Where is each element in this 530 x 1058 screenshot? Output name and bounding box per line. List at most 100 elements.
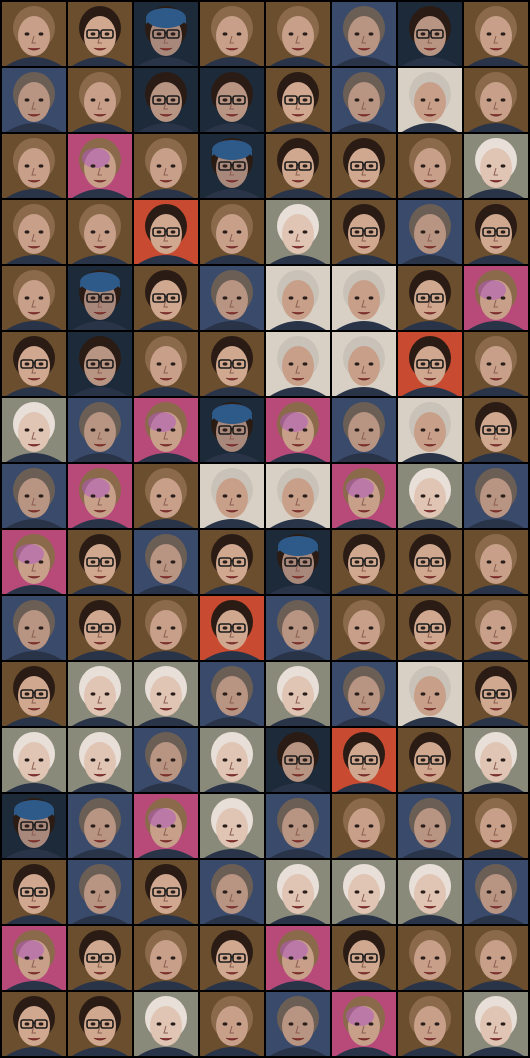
face-image (266, 662, 330, 726)
face-sample-tile (68, 662, 132, 726)
face-sample-tile (332, 860, 396, 924)
face-image (266, 926, 330, 990)
face-sample-tile (68, 2, 132, 66)
face-image (2, 662, 66, 726)
face-sample-tile (2, 200, 66, 264)
face-sample-tile (332, 794, 396, 858)
face-image (398, 530, 462, 594)
face-sample-tile (266, 134, 330, 198)
face-image (398, 596, 462, 660)
face-sample-tile (398, 860, 462, 924)
face-sample-tile (266, 266, 330, 330)
face-image (464, 530, 528, 594)
face-sample-tile (2, 860, 66, 924)
face-image (134, 662, 198, 726)
face-sample-tile (398, 68, 462, 132)
face-image (2, 596, 66, 660)
face-sample-tile (332, 992, 396, 1056)
face-image (464, 596, 528, 660)
face-sample-tile (332, 464, 396, 528)
face-sample-tile (266, 464, 330, 528)
face-image (200, 860, 264, 924)
face-sample-tile (464, 200, 528, 264)
face-sample-tile (134, 794, 198, 858)
face-sample-tile (134, 596, 198, 660)
face-image (2, 266, 66, 330)
face-sample-tile (398, 266, 462, 330)
face-sample-tile (464, 68, 528, 132)
face-image (398, 134, 462, 198)
face-sample-tile (200, 728, 264, 792)
face-image (68, 134, 132, 198)
face-sample-tile (464, 266, 528, 330)
face-image (266, 728, 330, 792)
face-sample-tile (68, 794, 132, 858)
face-sample-tile (2, 2, 66, 66)
face-image (464, 860, 528, 924)
face-image (134, 2, 198, 66)
face-image (266, 398, 330, 462)
face-image (464, 2, 528, 66)
face-image (398, 926, 462, 990)
face-sample-tile (332, 530, 396, 594)
face-image (200, 68, 264, 132)
face-sample-tile (398, 332, 462, 396)
face-sample-tile (134, 992, 198, 1056)
face-sample-tile (464, 332, 528, 396)
face-sample-tile (134, 2, 198, 66)
face-sample-tile (332, 398, 396, 462)
face-sample-tile (464, 398, 528, 462)
face-image (134, 794, 198, 858)
face-sample-tile (2, 530, 66, 594)
face-sample-tile (134, 860, 198, 924)
face-sample-tile (464, 464, 528, 528)
face-image (200, 398, 264, 462)
face-sample-tile (2, 266, 66, 330)
face-image (2, 464, 66, 528)
face-image (68, 2, 132, 66)
face-image (2, 530, 66, 594)
face-sample-tile (68, 992, 132, 1056)
face-image (398, 398, 462, 462)
face-sample-tile (332, 596, 396, 660)
face-image (68, 662, 132, 726)
face-sample-tile (68, 332, 132, 396)
face-sample-tile (266, 200, 330, 264)
face-image (332, 332, 396, 396)
face-sample-tile (266, 662, 330, 726)
face-image (398, 200, 462, 264)
face-sample-tile (134, 332, 198, 396)
face-sample-tile (134, 728, 198, 792)
face-image (134, 728, 198, 792)
face-sample-tile (200, 662, 264, 726)
face-image (2, 794, 66, 858)
face-image (68, 728, 132, 792)
face-image (332, 68, 396, 132)
face-sample-tile (2, 464, 66, 528)
face-image (134, 398, 198, 462)
face-sample-tile (332, 200, 396, 264)
face-sample-tile (398, 2, 462, 66)
face-image (266, 860, 330, 924)
face-sample-tile (266, 596, 330, 660)
face-sample-tile (200, 2, 264, 66)
face-sample-tile (134, 398, 198, 462)
face-image (464, 728, 528, 792)
face-sample-tile (266, 68, 330, 132)
face-image (134, 860, 198, 924)
face-image (464, 464, 528, 528)
face-image (266, 794, 330, 858)
face-sample-tile (134, 530, 198, 594)
face-sample-tile (200, 200, 264, 264)
face-sample-tile (68, 860, 132, 924)
face-sample-tile (398, 662, 462, 726)
face-image (2, 728, 66, 792)
face-image (332, 464, 396, 528)
face-sample-tile (332, 2, 396, 66)
face-image (200, 464, 264, 528)
face-sample-tile (332, 926, 396, 990)
face-image (266, 68, 330, 132)
face-image (68, 200, 132, 264)
face-sample-tile (2, 794, 66, 858)
face-sample-tile (68, 530, 132, 594)
